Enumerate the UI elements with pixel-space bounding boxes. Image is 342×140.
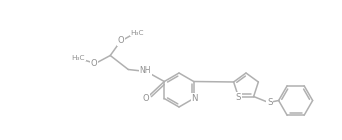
Text: O: O	[91, 59, 97, 68]
Text: O: O	[118, 36, 124, 45]
Text: S: S	[267, 98, 272, 107]
Text: N: N	[192, 94, 198, 103]
Text: H₃C: H₃C	[131, 30, 144, 36]
Text: NH: NH	[140, 66, 151, 75]
Text: H₃C: H₃C	[71, 54, 85, 60]
Text: O: O	[143, 94, 149, 103]
Text: S: S	[236, 93, 241, 102]
